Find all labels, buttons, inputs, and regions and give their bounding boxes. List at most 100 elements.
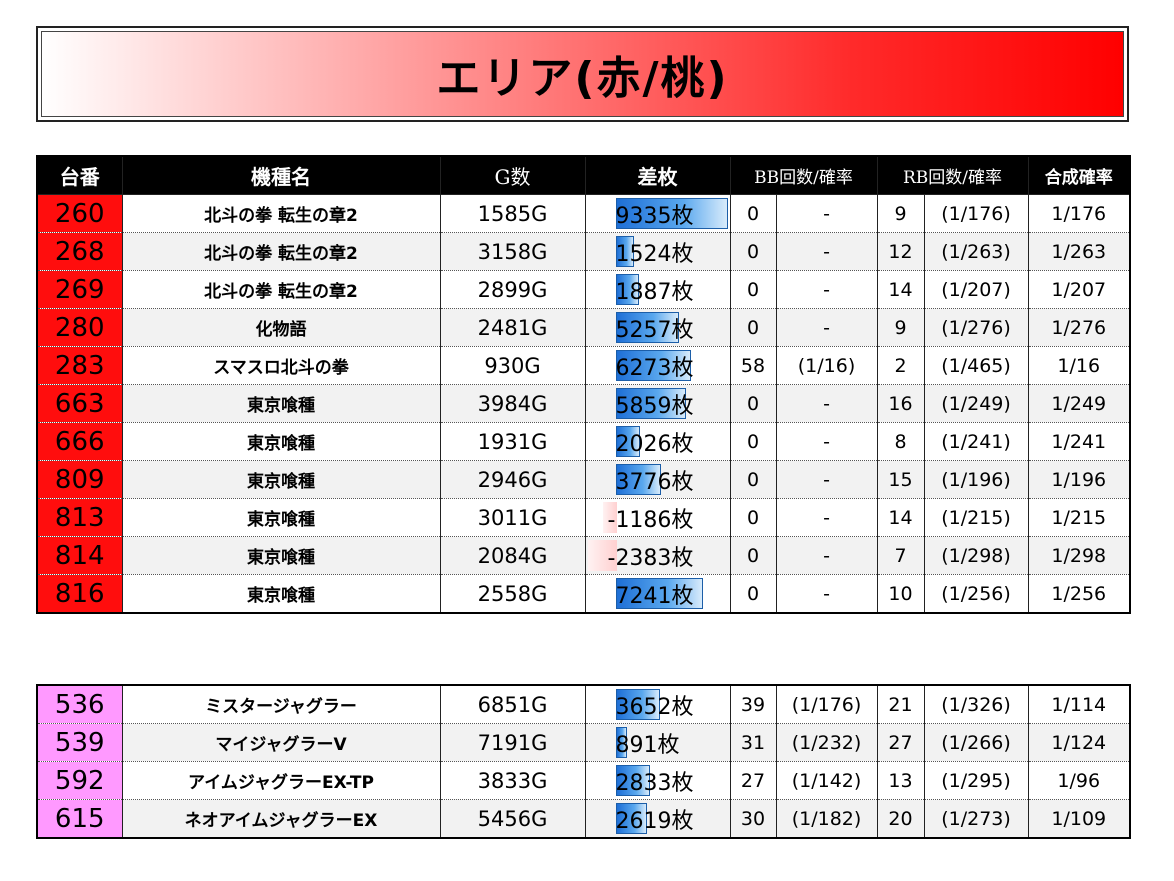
rb-count: 20 <box>876 799 925 839</box>
difference-value: 3652枚 <box>615 694 694 720</box>
rb-rate: (1/196) <box>923 460 1029 499</box>
table-row: 813 東京喰種 3011G -1186枚 0-14 (1/215) 1/215 <box>36 498 1131 537</box>
game-count: 3011G <box>439 498 586 537</box>
game-count: 3984G <box>439 384 586 423</box>
machine-name: ミスタージャグラー <box>121 684 441 724</box>
bb-count: 0 <box>729 422 777 461</box>
difference-cell: -2383枚 <box>584 536 731 575</box>
rb-rate: (1/263) <box>923 232 1029 271</box>
red-area-table: 台番 機種名 G数 差枚 BB回数/確率 RB回数/確率 合成確率 260 北斗の… <box>36 155 1131 614</box>
bb-count: 0 <box>729 194 777 233</box>
rb-rate: (1/176) <box>923 194 1029 233</box>
machine-number: 268 <box>36 232 123 271</box>
difference-bar <box>615 274 639 305</box>
rb-count: 16 <box>876 384 925 423</box>
machine-number: 666 <box>36 422 123 461</box>
combined-rate: 1/16 <box>1027 346 1131 385</box>
combined-rate: 1/263 <box>1027 232 1131 271</box>
rb-count: 12 <box>876 232 925 271</box>
title-banner-fill: エリア(赤/桃) <box>41 31 1124 117</box>
machine-name: 東京喰種 <box>121 536 441 575</box>
difference-bar <box>615 198 728 229</box>
combined-rate: 1/276 <box>1027 308 1131 347</box>
combined-rate: 1/207 <box>1027 270 1131 309</box>
game-count: 930G <box>439 346 586 385</box>
machine-number: 663 <box>36 384 123 423</box>
table-row: 268 北斗の拳 転生の章2 3158G 1524枚 0-12 (1/263) 1/263 <box>36 232 1131 271</box>
header-difference: 差枚 <box>584 155 731 195</box>
machine-number: 260 <box>36 194 123 233</box>
bb-count: 0 <box>729 460 777 499</box>
game-count: 2084G <box>439 536 586 575</box>
bb-rate: - <box>775 422 878 461</box>
difference-bar <box>615 803 647 834</box>
difference-value: 5859枚 <box>615 393 694 419</box>
bb-rate: (1/16) <box>775 346 878 385</box>
difference-value: 2833枚 <box>615 770 694 796</box>
game-count: 2481G <box>439 308 586 347</box>
difference-bar <box>602 502 617 533</box>
machine-number: 536 <box>36 684 123 724</box>
header-rb: RB回数/確率 <box>876 155 1029 195</box>
difference-bar <box>615 464 661 495</box>
rb-rate: (1/276) <box>923 308 1029 347</box>
bb-rate: (1/232) <box>775 723 878 762</box>
difference-bar <box>615 236 634 267</box>
game-count: 2558G <box>439 574 586 614</box>
rb-count: 14 <box>876 270 925 309</box>
difference-bar <box>615 312 679 343</box>
machine-number: 269 <box>36 270 123 309</box>
difference-cell: 3652枚 <box>584 684 731 724</box>
bb-count: 0 <box>729 574 777 614</box>
difference-cell: 2833枚 <box>584 761 731 800</box>
bb-rate: (1/176) <box>775 684 878 724</box>
rb-count: 21 <box>876 684 925 724</box>
machine-name: 東京喰種 <box>121 574 441 614</box>
bb-count: 39 <box>729 684 777 724</box>
machine-number: 539 <box>36 723 123 762</box>
rb-count: 10 <box>876 574 925 614</box>
difference-bar <box>615 388 686 419</box>
table-row: 615 ネオアイムジャグラーEX 5456G 2619枚 30 (1/182) 20 (1/2… <box>36 799 1131 839</box>
table-row: 283 スマスロ北斗の拳 930G 6273枚 58 (1/16) 2 (1/465) 1/16 <box>36 346 1131 385</box>
difference-bar <box>587 540 617 571</box>
combined-rate: 1/215 <box>1027 498 1131 537</box>
rb-count: 8 <box>876 422 925 461</box>
rb-rate: (1/298) <box>923 536 1029 575</box>
difference-cell: -1186枚 <box>584 498 731 537</box>
game-count: 1931G <box>439 422 586 461</box>
pink-area-table: 536 ミスタージャグラー 6851G 3652枚 39 (1/176) 21 (1/326)… <box>36 684 1131 839</box>
rb-rate: (1/241) <box>923 422 1029 461</box>
rb-rate: (1/215) <box>923 498 1029 537</box>
combined-rate: 1/256 <box>1027 574 1131 614</box>
table-row: 536 ミスタージャグラー 6851G 3652枚 39 (1/176) 21 (1/326)… <box>36 684 1131 724</box>
rb-rate: (1/465) <box>923 346 1029 385</box>
difference-cell: 1887枚 <box>584 270 731 309</box>
rb-rate: (1/326) <box>923 684 1029 724</box>
table-row: 663 東京喰種 3984G 5859枚 0-16 (1/249) 1/249 <box>36 384 1131 423</box>
rb-count: 9 <box>876 194 925 233</box>
bb-rate: - <box>775 232 878 271</box>
combined-rate: 1/96 <box>1027 761 1131 800</box>
machine-name: 東京喰種 <box>121 384 441 423</box>
table-row: 539 マイジャグラーV 7191G 891枚 31 (1/232) 27 (1/266) 1/… <box>36 723 1131 762</box>
rb-count: 7 <box>876 536 925 575</box>
machine-number: 816 <box>36 574 123 614</box>
bb-rate: (1/142) <box>775 761 878 800</box>
bb-rate: - <box>775 384 878 423</box>
machine-name: 化物語 <box>121 308 441 347</box>
difference-value: 2619枚 <box>615 808 694 834</box>
bb-count: 0 <box>729 232 777 271</box>
header-combined-rate: 合成確率 <box>1027 155 1131 195</box>
table-row: 816 東京喰種 2558G 7241枚 0-10 (1/256) 1/256 <box>36 574 1131 614</box>
rb-count: 9 <box>876 308 925 347</box>
difference-cell: 5257枚 <box>584 308 731 347</box>
rb-rate: (1/295) <box>923 761 1029 800</box>
combined-rate: 1/249 <box>1027 384 1131 423</box>
difference-value: 7241枚 <box>615 583 694 609</box>
combined-rate: 1/241 <box>1027 422 1131 461</box>
machine-name: 東京喰種 <box>121 422 441 461</box>
rb-rate: (1/207) <box>923 270 1029 309</box>
bb-rate: - <box>775 194 878 233</box>
difference-cell: 1524枚 <box>584 232 731 271</box>
